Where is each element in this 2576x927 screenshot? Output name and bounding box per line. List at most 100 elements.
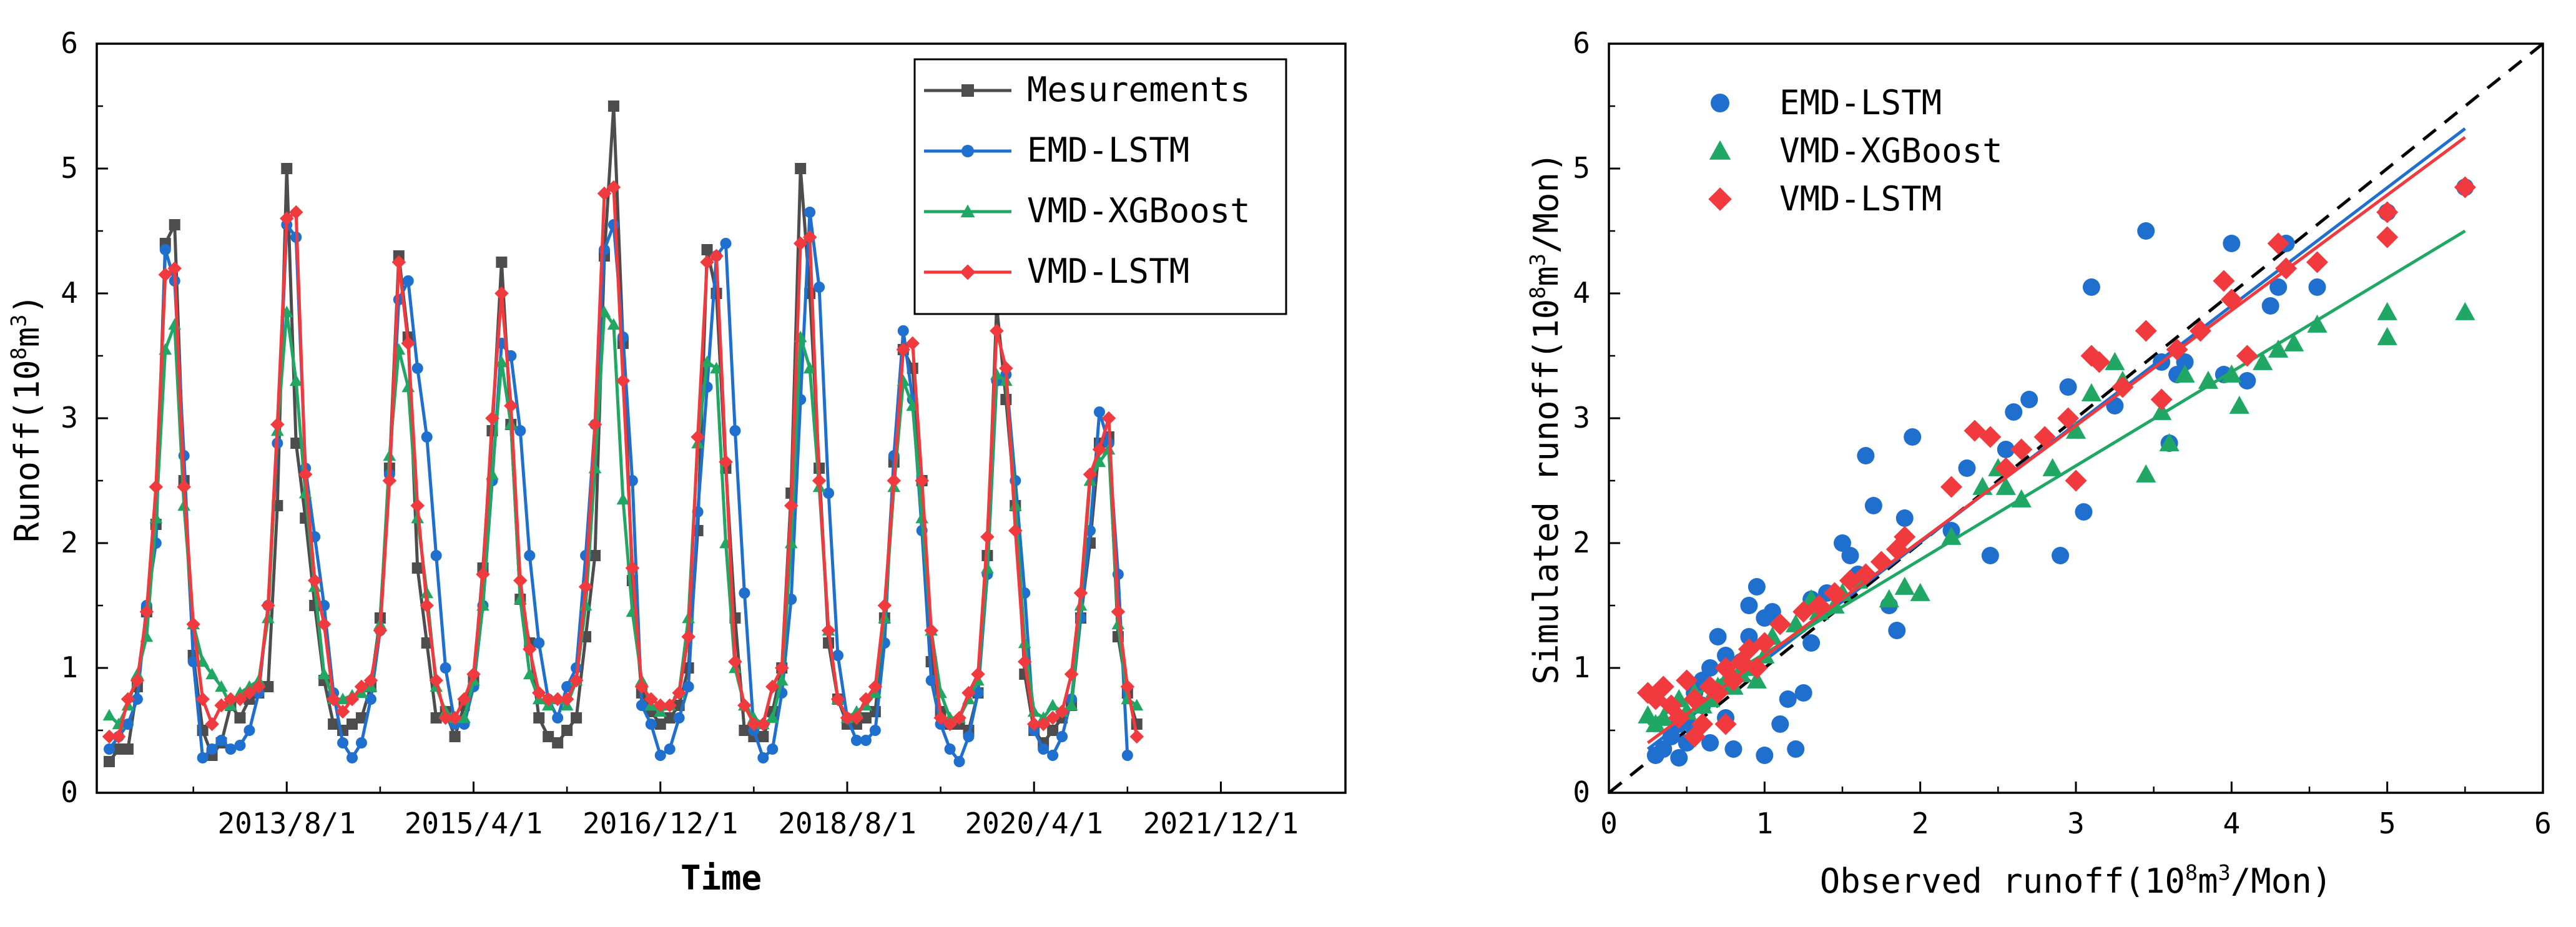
data-point xyxy=(784,536,798,549)
ylabel-end: m xyxy=(1526,266,1566,287)
ylabel-end: m xyxy=(7,327,47,348)
data-point xyxy=(1979,426,2002,448)
data-point xyxy=(280,211,294,226)
y-tick-label: 0 xyxy=(1573,775,1590,809)
data-point xyxy=(2065,469,2087,492)
data-point xyxy=(1753,632,1776,654)
data-point xyxy=(317,667,331,680)
data-point xyxy=(925,675,937,686)
data-point xyxy=(812,473,827,488)
data-point xyxy=(391,255,406,270)
data-point xyxy=(307,573,322,588)
data-point xyxy=(102,709,116,721)
data-point xyxy=(2010,438,2033,461)
data-point xyxy=(1064,699,1078,711)
data-point xyxy=(2229,395,2249,414)
data-point xyxy=(1120,679,1135,694)
data-point xyxy=(112,743,124,755)
data-point xyxy=(2088,351,2110,373)
data-point xyxy=(654,750,666,761)
data-point xyxy=(2052,547,2070,564)
legend-marker xyxy=(1708,187,1732,211)
data-point xyxy=(495,355,508,368)
data-point xyxy=(104,756,115,767)
data-point xyxy=(804,207,816,218)
data-point xyxy=(1129,729,1144,744)
data-point xyxy=(952,710,966,725)
data-point xyxy=(347,719,358,730)
data-point xyxy=(1130,699,1144,711)
data-point xyxy=(242,685,257,700)
data-point xyxy=(552,737,564,748)
x-tick-label: 2015/4/1 xyxy=(405,807,543,840)
data-point xyxy=(261,598,275,613)
legend-label: VMD-XGBoost xyxy=(1779,131,2003,170)
y-tick-label: 4 xyxy=(1573,276,1590,310)
data-point xyxy=(270,417,285,432)
data-point xyxy=(382,473,397,488)
data-point xyxy=(177,479,191,494)
y-tick-label: 1 xyxy=(61,650,78,684)
data-point xyxy=(625,561,640,576)
legend-label: VMD-XGBoost xyxy=(1027,191,1251,230)
data-point xyxy=(401,336,416,351)
data-point xyxy=(701,355,714,368)
data-point xyxy=(933,710,948,725)
data-point xyxy=(869,725,881,736)
data-point xyxy=(559,692,574,707)
data-point xyxy=(1101,411,1116,426)
data-point xyxy=(1802,634,1821,652)
data-point xyxy=(747,717,761,732)
time-series-chart: 0 1 2 3 4 5 6 2013/8/1 2015/4/1 2016/12/1 2018/8/1… xyxy=(6,26,1347,898)
data-point xyxy=(943,717,957,732)
data-point xyxy=(737,698,752,713)
y-tick-label: 1 xyxy=(1573,650,1590,684)
data-point xyxy=(2220,288,2243,311)
data-point xyxy=(1879,589,1899,607)
data-point xyxy=(1894,576,1915,595)
y-tick-label: 5 xyxy=(1573,151,1590,185)
x-tick-label: 2018/8/1 xyxy=(778,807,917,840)
data-point xyxy=(2306,251,2328,273)
data-point xyxy=(653,698,667,713)
data-point xyxy=(411,562,423,574)
data-point xyxy=(1008,523,1023,538)
data-point xyxy=(215,735,227,746)
data-point xyxy=(2159,433,2180,451)
data-point xyxy=(775,660,789,675)
data-point xyxy=(1958,459,1976,477)
data-point xyxy=(1683,725,1706,748)
data-point xyxy=(2377,302,2397,320)
data-point xyxy=(2261,297,2279,315)
legend-label: VMD-LSTM xyxy=(1027,252,1189,291)
data-point xyxy=(616,493,630,505)
data-point xyxy=(1997,441,2015,458)
legend-marker xyxy=(960,264,976,280)
data-point xyxy=(767,743,779,755)
data-point xyxy=(672,685,686,700)
data-point xyxy=(1857,447,1875,464)
data-point xyxy=(793,236,808,251)
data-point xyxy=(149,479,164,494)
data-point xyxy=(897,325,909,336)
data-point xyxy=(691,429,705,444)
data-point xyxy=(587,417,602,432)
data-point xyxy=(682,681,694,692)
legend-marker xyxy=(960,204,975,218)
data-point xyxy=(1756,609,1774,627)
data-point xyxy=(681,629,696,644)
data-point xyxy=(1771,715,1789,733)
data-point xyxy=(130,673,145,688)
data-point xyxy=(420,598,434,613)
y-tick-label: 2 xyxy=(61,526,78,559)
data-point xyxy=(2065,420,2087,439)
data-point xyxy=(1904,428,1922,446)
data-point xyxy=(1026,717,1041,732)
data-point xyxy=(1045,710,1060,725)
data-point xyxy=(159,244,171,255)
data-point xyxy=(1756,747,1774,764)
data-point xyxy=(1093,455,1106,468)
y-tick-label: 5 xyxy=(61,151,78,185)
data-point xyxy=(1995,476,2016,495)
data-point xyxy=(1841,547,1859,564)
